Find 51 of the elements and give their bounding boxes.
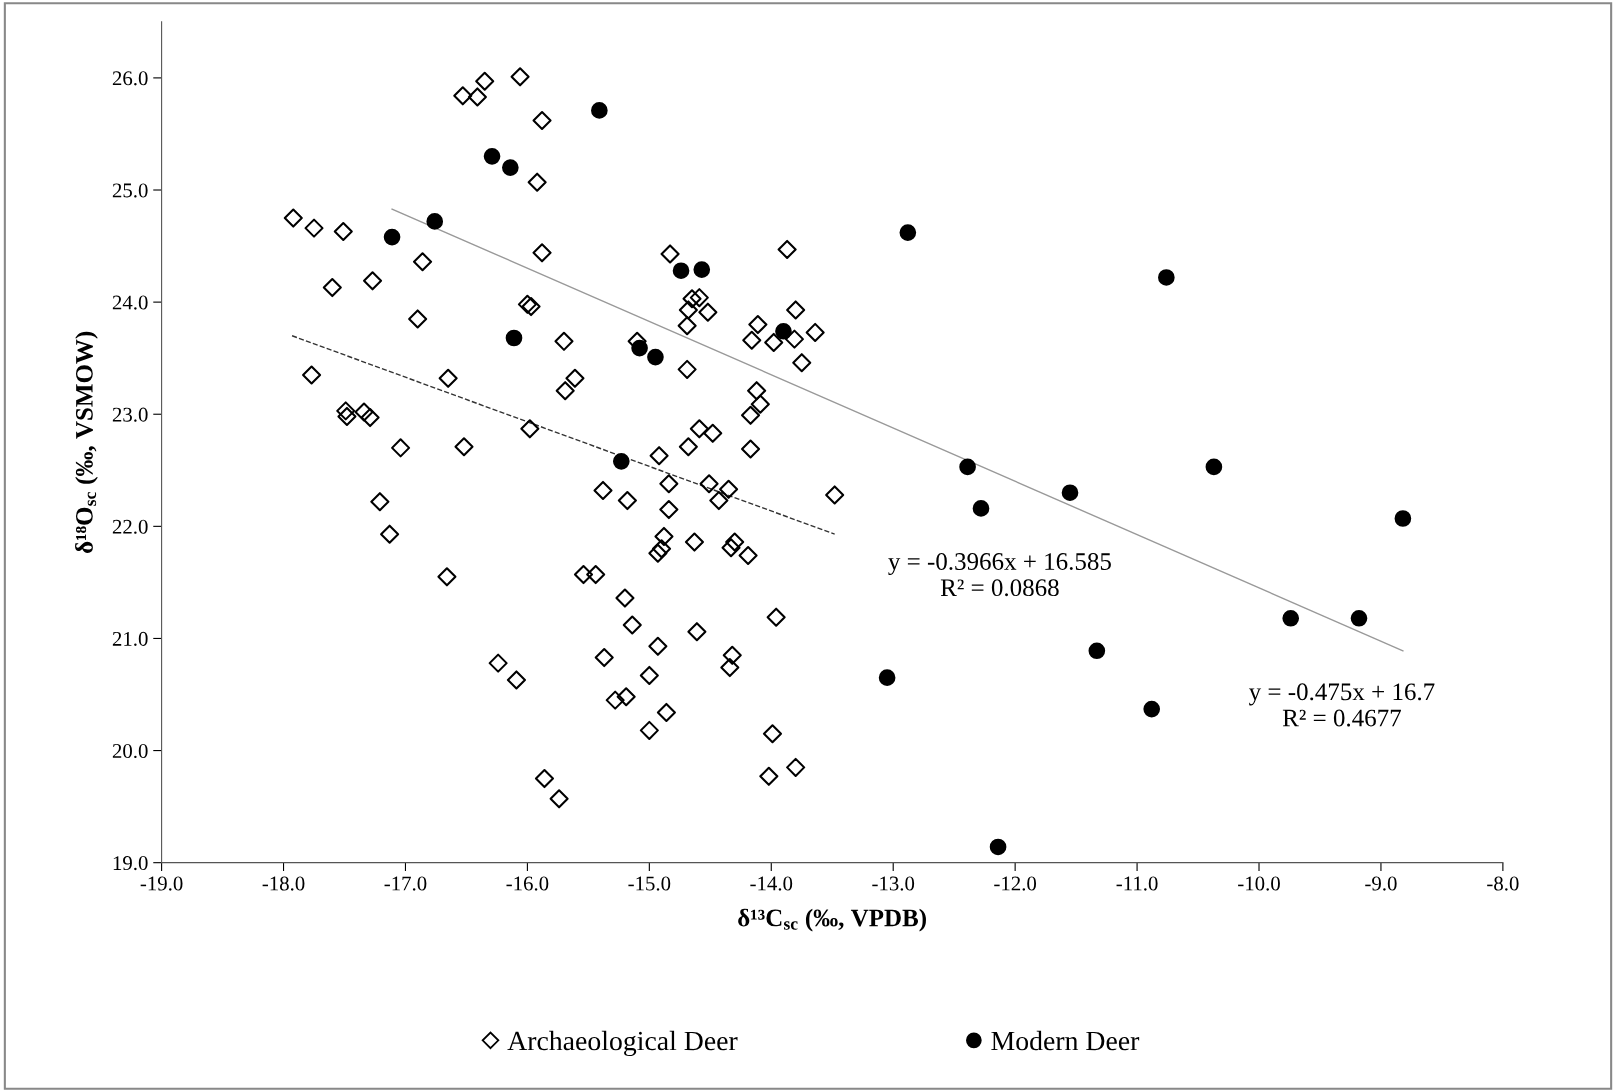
x-tick-label: -8.0 [1487,876,1519,891]
point [972,500,990,517]
point [1394,510,1412,527]
y-tick-label: 23.0 [112,407,148,422]
y-tick-label: 25.0 [112,183,148,198]
y-tick-label: 21.0 [112,631,148,646]
y-tick-label: 24.0 [112,295,148,310]
point [989,838,1007,856]
y-tick-label: 19.0 [113,856,148,871]
point [693,261,711,278]
point [775,322,792,340]
x-tick-label: -18.0 [262,876,305,891]
y-axis-title: δ¹⁸O$_{sc}$ (‰, VSMOW) [75,331,98,553]
point [959,458,976,476]
x-tick-label: -12.0 [994,876,1037,891]
point [1350,609,1368,627]
point [1158,269,1175,286]
point [647,348,664,366]
point [502,159,519,176]
point [1088,642,1106,660]
annotation: y = -0.3966x + 16.585 R² = 0.0868 [888,553,1111,597]
point [483,148,501,165]
point [1143,700,1161,718]
x-tick-label: -16.0 [506,876,549,891]
x-tick-label: -19.0 [140,876,183,891]
point [383,228,401,246]
point [591,102,608,119]
x-tick-label: -9.0 [1365,876,1397,891]
x-axis-title: δ¹³C$_{sc}$ (‰, VPDB) [738,908,926,932]
point [878,669,896,687]
legend-label: Archaeological Deer [507,1030,738,1057]
x-tick-label: -15.0 [628,876,671,891]
legend-label: Modern Deer [991,1030,1140,1051]
x-tick-label: -13.0 [872,876,915,891]
point [505,329,523,347]
x-tick-label: -17.0 [384,876,427,891]
point [1205,458,1223,476]
y-tick-label: 20.0 [112,743,148,759]
y-tick-label: 22.0 [112,519,148,534]
x-tick-label: -11.0 [1116,876,1158,891]
annotation: y = -0.475x + 16.7 R² = 0.4677 [1248,683,1435,727]
y-tick-label: 26.0 [112,71,148,86]
point [672,262,690,280]
point [426,213,444,230]
x-tick-label: -10.0 [1238,876,1280,891]
point [899,224,917,241]
point [1061,484,1079,502]
x-tick-label: -14.0 [750,876,793,891]
point [631,339,648,357]
point [1282,609,1300,627]
point [612,453,630,470]
